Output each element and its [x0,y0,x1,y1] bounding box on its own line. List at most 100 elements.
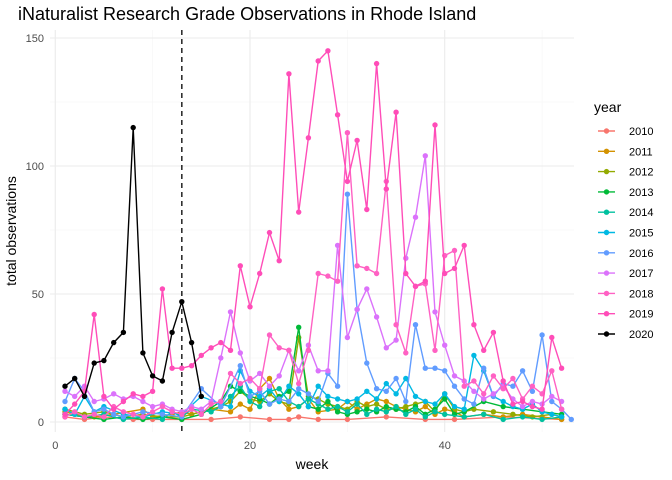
data-point [325,48,331,54]
data-point [325,368,331,374]
data-point [500,403,506,410]
data-point [334,112,341,118]
data-point [315,58,321,64]
data-point [364,411,370,417]
data-point [276,386,282,392]
data-point [383,414,389,420]
data-point [354,137,360,144]
data-point [237,414,243,420]
data-point [257,403,263,410]
data-point [315,398,321,405]
data-point [188,339,195,346]
data-point [120,329,127,336]
data-point [461,242,467,249]
data-point [383,388,389,394]
data-point [101,393,107,400]
data-point [451,247,458,254]
data-point [412,214,419,220]
legend-key-point [603,148,610,154]
data-point [286,406,292,412]
data-point [354,263,360,269]
data-point [519,414,526,420]
legend-label: 2020 [629,329,653,341]
data-point [111,406,117,412]
data-point [549,393,555,400]
data-point [500,398,506,405]
data-point [325,393,331,400]
data-point [471,388,477,394]
data-point [266,229,273,236]
data-point [62,411,68,417]
data-point [72,375,78,382]
data-point [159,416,166,423]
data-point [111,391,117,397]
data-point [111,411,117,417]
data-point [549,334,555,341]
data-point [334,383,341,389]
data-point [373,401,380,407]
data-point [403,398,409,405]
chart-title: iNaturalist Research Grade Observations … [18,4,476,24]
data-point [159,378,166,384]
data-point [140,414,146,420]
legend-label: 2012 [629,167,653,179]
data-point [266,401,273,407]
data-point [305,391,312,397]
data-point [315,270,321,277]
data-point [529,383,536,389]
data-point [364,265,370,272]
data-point [481,396,487,402]
data-point [169,409,175,415]
data-point [296,380,302,387]
data-point [549,368,555,374]
data-point [276,396,282,402]
data-point [149,388,156,394]
data-point [403,270,409,277]
data-point [149,403,156,410]
data-point [481,347,487,353]
legend-key-point [603,189,610,195]
y-tick-label: 100 [26,161,44,173]
legend-key-point [603,209,610,215]
data-point [442,406,448,412]
data-point [373,396,380,402]
data-point [247,393,253,400]
data-point [471,352,477,359]
data-point [549,411,555,417]
data-point [72,409,78,415]
data-point [325,406,331,412]
data-point [315,406,321,412]
data-point [442,368,448,374]
legend-item-2020: 2020 [598,329,653,341]
data-point [490,409,497,415]
data-point [305,403,312,410]
data-point [383,403,389,410]
data-point [266,375,273,382]
data-point [101,406,107,412]
data-point [519,398,526,405]
data-point [286,383,292,389]
data-point [354,396,360,402]
data-point [198,393,204,400]
data-point [140,393,146,400]
data-point [247,304,253,310]
legend-item-2019: 2019 [598,309,653,321]
data-point [227,370,234,377]
data-point [373,314,380,320]
data-point [62,383,68,389]
data-point [461,383,467,389]
x-tick-label: 20 [244,440,256,452]
data-point [120,398,127,405]
data-point [344,409,351,415]
legend-key-point [603,128,610,134]
legend-title: year [594,99,622,115]
data-point [529,403,536,410]
legend-key-point [603,311,610,317]
data-point [237,380,243,387]
data-point [247,406,253,412]
data-point [539,416,545,423]
data-point [364,406,370,412]
data-point [140,409,146,415]
data-point [237,401,243,407]
legend-item-2014: 2014 [598,207,653,219]
